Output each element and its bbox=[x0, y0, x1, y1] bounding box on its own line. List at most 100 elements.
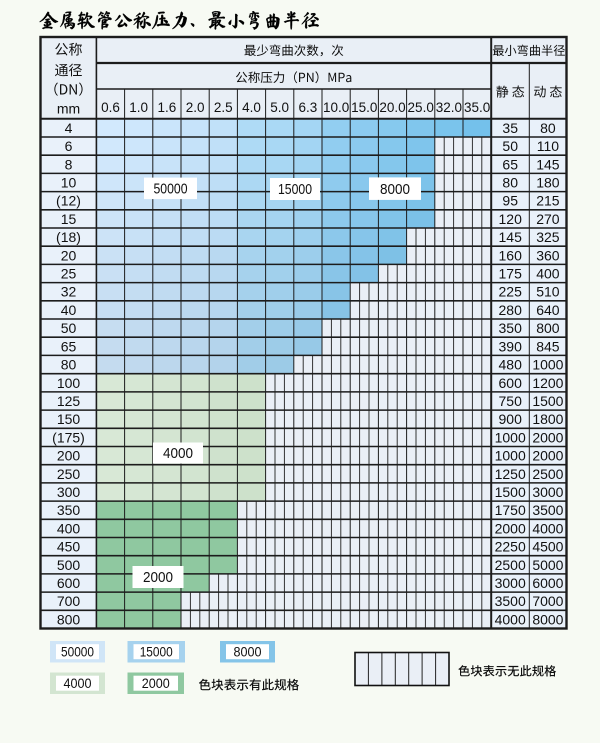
svg-text:50: 50 bbox=[502, 138, 518, 154]
svg-text:2000: 2000 bbox=[143, 569, 173, 586]
svg-text:15: 15 bbox=[61, 211, 77, 227]
svg-text:150: 150 bbox=[57, 411, 81, 427]
svg-text:10: 10 bbox=[61, 175, 77, 191]
svg-text:25: 25 bbox=[61, 266, 77, 282]
svg-text:390: 390 bbox=[499, 338, 523, 354]
svg-text:500: 500 bbox=[57, 557, 81, 573]
svg-text:6.3: 6.3 bbox=[299, 100, 318, 115]
svg-text:8000: 8000 bbox=[532, 611, 563, 627]
svg-text:32: 32 bbox=[61, 284, 77, 300]
svg-text:4000: 4000 bbox=[532, 520, 563, 536]
svg-text:225: 225 bbox=[499, 284, 523, 300]
svg-text:1000: 1000 bbox=[495, 448, 526, 464]
svg-text:1500: 1500 bbox=[495, 484, 526, 500]
svg-text:270: 270 bbox=[536, 211, 560, 227]
svg-text:1000: 1000 bbox=[532, 357, 563, 373]
svg-text:65: 65 bbox=[61, 338, 77, 354]
svg-text:280: 280 bbox=[499, 302, 523, 318]
svg-text:2000: 2000 bbox=[495, 520, 526, 536]
svg-text:2250: 2250 bbox=[495, 539, 526, 555]
svg-text:1000: 1000 bbox=[495, 429, 526, 445]
svg-text:360: 360 bbox=[536, 247, 560, 263]
svg-text:600: 600 bbox=[499, 375, 523, 391]
svg-text:50000: 50000 bbox=[61, 644, 94, 659]
svg-text:120: 120 bbox=[499, 211, 523, 227]
svg-text:2000: 2000 bbox=[532, 448, 563, 464]
svg-text:50000: 50000 bbox=[154, 181, 188, 198]
svg-text:350: 350 bbox=[499, 320, 523, 336]
svg-text:1.6: 1.6 bbox=[158, 100, 177, 115]
svg-text:175: 175 bbox=[499, 266, 523, 282]
svg-text:3000: 3000 bbox=[532, 484, 563, 500]
svg-text:2000: 2000 bbox=[532, 429, 563, 445]
svg-text:160: 160 bbox=[499, 247, 523, 263]
svg-text:4: 4 bbox=[65, 120, 73, 136]
svg-text:35: 35 bbox=[502, 120, 518, 136]
svg-text:5000: 5000 bbox=[532, 557, 563, 573]
svg-text:325: 325 bbox=[536, 229, 560, 245]
svg-text:6000: 6000 bbox=[532, 575, 563, 591]
svg-text:110: 110 bbox=[537, 138, 560, 154]
svg-text:80: 80 bbox=[61, 357, 77, 373]
svg-text:7000: 7000 bbox=[532, 593, 563, 609]
svg-text:4000: 4000 bbox=[495, 611, 526, 627]
svg-text:145: 145 bbox=[499, 229, 523, 245]
svg-text:900: 900 bbox=[499, 411, 523, 427]
svg-text:2.5: 2.5 bbox=[214, 100, 233, 115]
svg-text:1500: 1500 bbox=[532, 393, 563, 409]
svg-text:10.0: 10.0 bbox=[323, 100, 349, 115]
svg-text:2500: 2500 bbox=[495, 557, 526, 573]
svg-text:2500: 2500 bbox=[532, 466, 563, 482]
svg-text:640: 640 bbox=[536, 302, 560, 318]
svg-text:750: 750 bbox=[499, 393, 523, 409]
svg-text:15000: 15000 bbox=[140, 644, 173, 659]
svg-text:1.0: 1.0 bbox=[129, 100, 148, 115]
svg-text:15000: 15000 bbox=[278, 181, 312, 198]
svg-text:6: 6 bbox=[65, 138, 73, 154]
svg-text:1800: 1800 bbox=[532, 411, 563, 427]
svg-text:145: 145 bbox=[536, 156, 560, 172]
svg-text:40: 40 bbox=[61, 302, 77, 318]
svg-text:400: 400 bbox=[536, 266, 560, 282]
svg-text:32.0: 32.0 bbox=[436, 100, 462, 115]
svg-text:5.0: 5.0 bbox=[270, 100, 289, 115]
svg-text:20.0: 20.0 bbox=[379, 100, 405, 115]
svg-text:400: 400 bbox=[57, 520, 81, 536]
svg-text:100: 100 bbox=[57, 375, 81, 391]
svg-text:3500: 3500 bbox=[495, 593, 526, 609]
svg-text:215: 215 bbox=[536, 193, 560, 209]
svg-text:20: 20 bbox=[61, 247, 77, 263]
svg-text:15.0: 15.0 bbox=[351, 100, 377, 115]
svg-text:510: 510 bbox=[536, 284, 560, 300]
svg-text:700: 700 bbox=[57, 593, 81, 609]
svg-text:800: 800 bbox=[57, 611, 81, 627]
svg-text:80: 80 bbox=[540, 120, 556, 136]
svg-text:(175): (175) bbox=[52, 429, 85, 445]
svg-text:0.6: 0.6 bbox=[101, 100, 120, 115]
svg-text:800: 800 bbox=[536, 320, 560, 336]
svg-text:300: 300 bbox=[57, 484, 81, 500]
svg-text:65: 65 bbox=[502, 156, 518, 172]
svg-text:95: 95 bbox=[502, 193, 518, 209]
svg-text:4000: 4000 bbox=[64, 676, 92, 691]
svg-text:350: 350 bbox=[57, 502, 81, 518]
svg-text:200: 200 bbox=[57, 448, 81, 464]
svg-text:35.0: 35.0 bbox=[464, 100, 490, 115]
svg-text:3500: 3500 bbox=[532, 502, 563, 518]
svg-text:4.0: 4.0 bbox=[242, 100, 261, 115]
svg-text:480: 480 bbox=[499, 357, 523, 373]
svg-text:8000: 8000 bbox=[234, 644, 262, 659]
svg-text:1750: 1750 bbox=[495, 502, 526, 518]
svg-text:180: 180 bbox=[536, 175, 560, 191]
svg-text:25.0: 25.0 bbox=[408, 100, 434, 115]
svg-text:80: 80 bbox=[502, 175, 518, 191]
svg-text:125: 125 bbox=[57, 393, 81, 409]
svg-text:845: 845 bbox=[536, 338, 560, 354]
svg-text:2000: 2000 bbox=[142, 676, 170, 691]
svg-text:600: 600 bbox=[57, 575, 81, 591]
svg-text:1250: 1250 bbox=[495, 466, 526, 482]
svg-text:4000: 4000 bbox=[163, 445, 193, 462]
svg-text:(18): (18) bbox=[56, 229, 81, 245]
svg-text:50: 50 bbox=[61, 320, 77, 336]
svg-text:mm: mm bbox=[57, 101, 80, 117]
